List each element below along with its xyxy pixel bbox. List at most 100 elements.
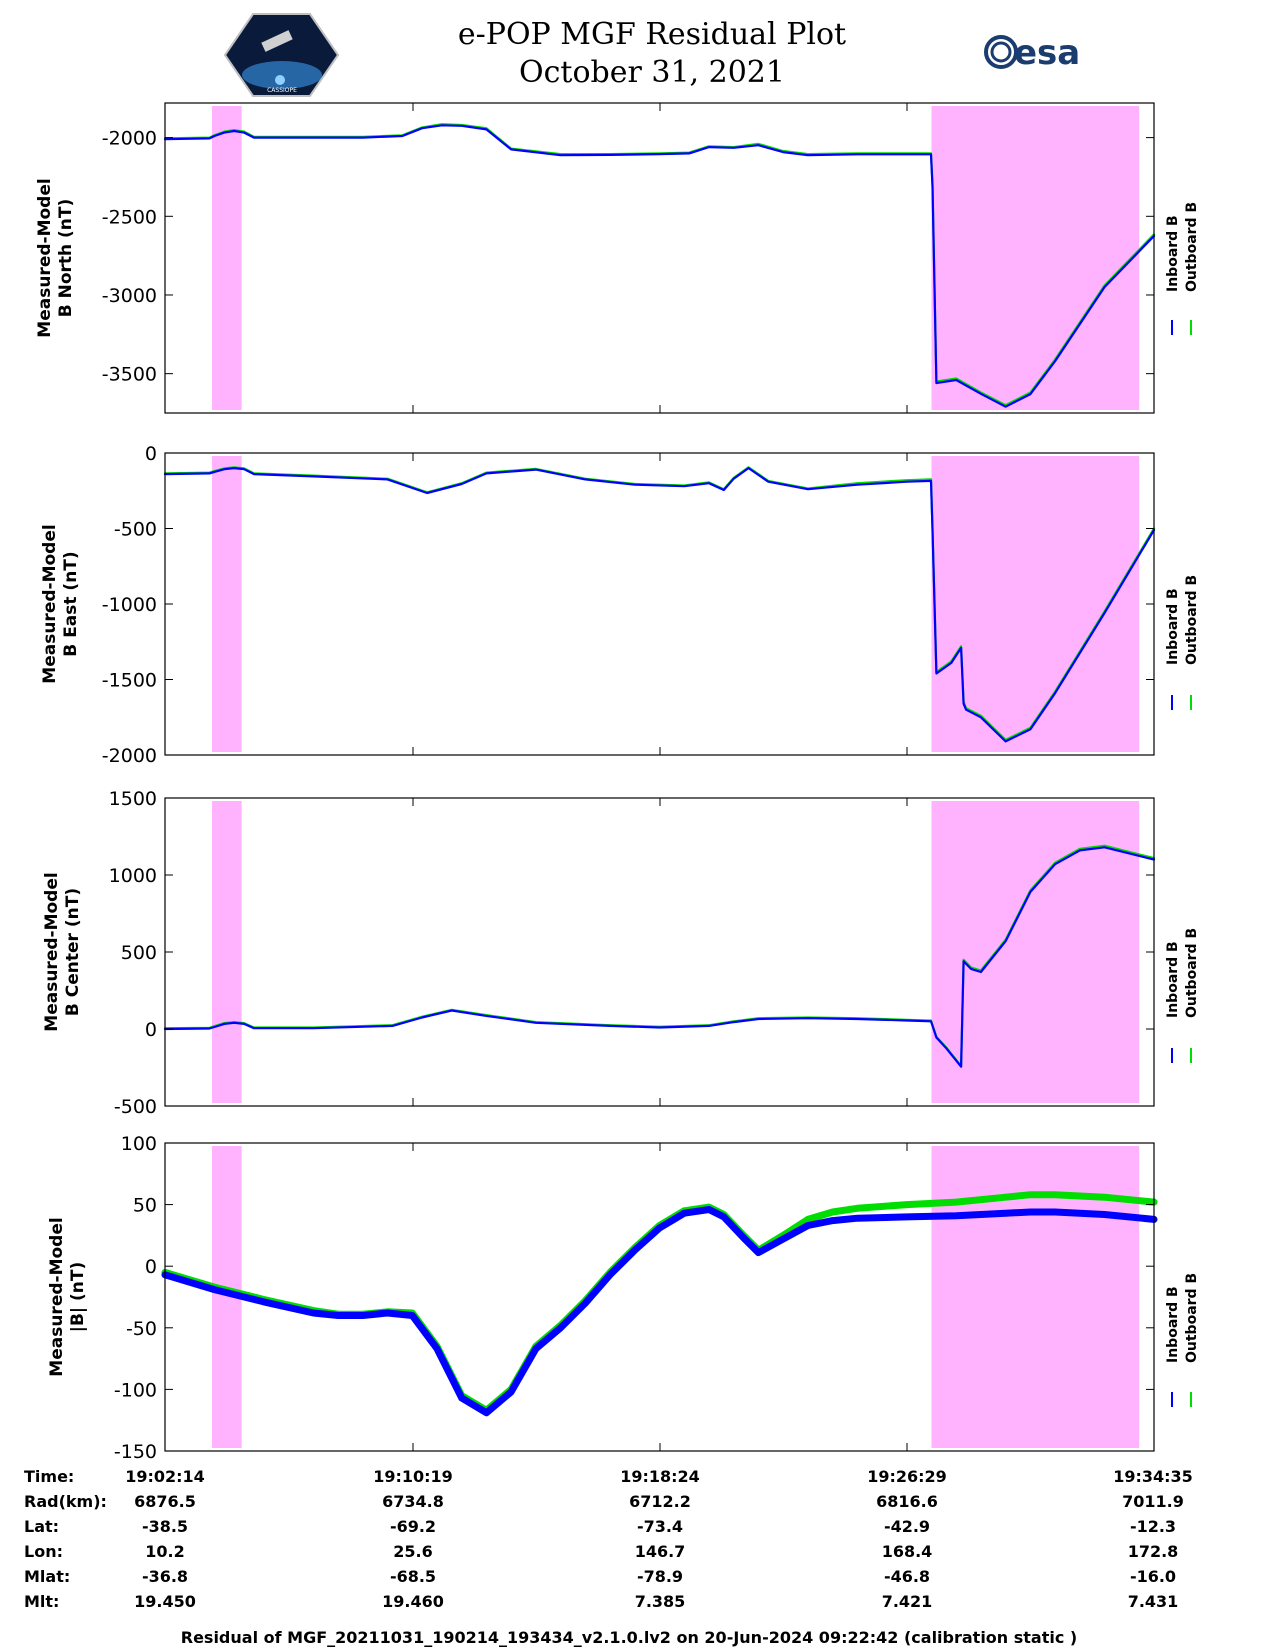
legend-outboard-label: Outboard B xyxy=(1184,928,1200,1018)
table-cell: 19:02:14 xyxy=(125,1467,205,1486)
y-tick-label: -2000 xyxy=(102,128,157,150)
table-cell: 7.421 xyxy=(882,1592,933,1611)
y-tick-label: 500 xyxy=(121,942,157,964)
y-tick-label: 50 xyxy=(133,1195,157,1217)
y-axis-label-line-1: Measured-Model xyxy=(42,872,62,1031)
table-cell: -16.0 xyxy=(1130,1567,1176,1586)
row-label: Time: xyxy=(24,1467,74,1486)
legend-outboard-label: Outboard B xyxy=(1184,575,1200,665)
legend-outboard-label: Outboard B xyxy=(1184,202,1200,292)
table-cell: -73.4 xyxy=(637,1517,683,1536)
legend-inboard-label: Inboard B xyxy=(1165,215,1181,292)
table-cell: -46.8 xyxy=(884,1567,930,1586)
y-tick-label: -2500 xyxy=(102,206,157,228)
table-cell: -78.9 xyxy=(637,1567,683,1586)
table-cell: 10.2 xyxy=(145,1542,184,1561)
y-tick-label: 0 xyxy=(145,1256,157,1278)
table-cell: 19:34:35 xyxy=(1113,1467,1193,1486)
y-tick-label: -50 xyxy=(126,1318,157,1340)
title-line-1: e-POP MGF Residual Plot xyxy=(458,17,846,52)
row-label: Mlat: xyxy=(24,1567,70,1586)
y-tick-label: 0 xyxy=(145,443,157,465)
table-cell: 19.460 xyxy=(382,1592,444,1611)
inboard-series-line xyxy=(163,467,1156,743)
legend-inboard-label: Inboard B xyxy=(1165,1286,1181,1363)
table-cell: 6816.6 xyxy=(876,1492,938,1511)
legend-north: Inboard B Outboard B xyxy=(1165,202,1200,335)
table-cell: 6734.8 xyxy=(382,1492,444,1511)
table-cell: -12.3 xyxy=(1130,1517,1176,1536)
highlight-span xyxy=(211,106,242,410)
table-cell: -36.8 xyxy=(142,1567,188,1586)
y-axis-label-line-2: |B| (nT) xyxy=(68,1262,88,1333)
header: CASSIOPE e-POP MGF Residual Plot October… xyxy=(223,13,1080,97)
table-cell: 6712.2 xyxy=(629,1492,691,1511)
y-tick-label: -150 xyxy=(114,1441,157,1463)
y-tick-label: 0 xyxy=(145,1019,157,1041)
table-cell: 7.431 xyxy=(1128,1592,1179,1611)
table-cell: 25.6 xyxy=(393,1542,432,1561)
panel-center: 1500 1000 500 0 -500 Measured-Model B Center… xyxy=(42,788,1156,1118)
panel-north: -2000 -2500 -3000 -3500 Measured-Model B No… xyxy=(35,102,1156,414)
y-tick-label: -1500 xyxy=(102,670,157,692)
axes-frame xyxy=(164,102,1155,414)
table-cell: 172.8 xyxy=(1128,1542,1179,1561)
y-tick-label: 1500 xyxy=(109,788,157,810)
y-axis-label-line-1: Measured-Model xyxy=(35,178,55,337)
y-tick-label: -500 xyxy=(114,1096,157,1118)
highlight-span xyxy=(211,456,242,752)
y-axis-label-line-1: Measured-Model xyxy=(47,1217,67,1376)
table-cell: -68.5 xyxy=(390,1567,436,1586)
y-axis-label-line-2: B East (nT) xyxy=(61,551,81,656)
esa-logo: esa xyxy=(984,33,1080,73)
highlight-span xyxy=(931,456,1140,752)
table-cell: 7011.9 xyxy=(1122,1492,1184,1511)
row-label: Lat: xyxy=(24,1517,59,1536)
table-cell: 6876.5 xyxy=(134,1492,196,1511)
table-cell: 19:26:29 xyxy=(867,1467,947,1486)
legend-center: Inboard B Outboard B xyxy=(1165,928,1200,1063)
highlight-span xyxy=(211,801,242,1103)
legend-east: Inboard B Outboard B xyxy=(1165,575,1200,710)
highlight-span xyxy=(931,801,1140,1103)
table-cell: 19:18:24 xyxy=(620,1467,700,1486)
y-tick-label: -3000 xyxy=(102,285,157,307)
y-tick-label: -2000 xyxy=(102,745,157,767)
panel-east: 0 -500 -1000 -1500 -2000 Measured-Model B Ea… xyxy=(40,443,1156,767)
y-axis-label-line-2: B Center (nT) xyxy=(63,888,83,1016)
legend-magnitude: Inboard B Outboard B xyxy=(1165,1273,1200,1407)
table-cell: 19:10:19 xyxy=(373,1467,453,1486)
table-cell: 168.4 xyxy=(882,1542,933,1561)
table-cell: -69.2 xyxy=(390,1517,436,1536)
cassiope-logo: CASSIOPE xyxy=(223,13,340,97)
y-axis-label-line-1: Measured-Model xyxy=(40,524,60,683)
y-tick-label: -3500 xyxy=(102,364,157,386)
legend-inboard-label: Inboard B xyxy=(1165,588,1181,665)
footer-caption: Residual of MGF_20211031_190214_193434_v… xyxy=(181,1628,1077,1647)
table-cell: 19.450 xyxy=(134,1592,196,1611)
legend-inboard-label: Inboard B xyxy=(1165,941,1181,1018)
axes-frame xyxy=(164,1142,1155,1452)
y-tick-label: -500 xyxy=(114,519,157,541)
panel-magnitude: 100 50 0 -50 -100 -150 Measured-Model |B| (nT… xyxy=(47,1133,1158,1463)
inboard-series-line xyxy=(163,846,1156,1068)
y-tick-label: -1000 xyxy=(102,594,157,616)
table-cell: 146.7 xyxy=(635,1542,686,1561)
orbit-table: Time: Rad(km): Lat: Lon: Mlat: Mlt: 19:0… xyxy=(24,1467,1193,1611)
table-cell: 7.385 xyxy=(635,1592,686,1611)
y-tick-label: 100 xyxy=(121,1133,157,1155)
row-label: Mlt: xyxy=(24,1592,59,1611)
inboard-series-line xyxy=(161,1206,1158,1417)
inboard-series-line xyxy=(163,124,1156,408)
row-label: Lon: xyxy=(24,1542,63,1561)
cassiope-logo-text: CASSIOPE xyxy=(267,87,297,94)
y-tick-label: 1000 xyxy=(109,865,157,887)
highlight-span xyxy=(931,106,1140,410)
legend-outboard-label: Outboard B xyxy=(1184,1273,1200,1363)
esa-logo-text: esa xyxy=(1014,33,1080,73)
y-tick-label: -100 xyxy=(114,1379,157,1401)
y-axis-label-line-2: B North (nT) xyxy=(56,199,76,318)
row-label: Rad(km): xyxy=(24,1492,107,1511)
table-cell: -42.9 xyxy=(884,1517,930,1536)
